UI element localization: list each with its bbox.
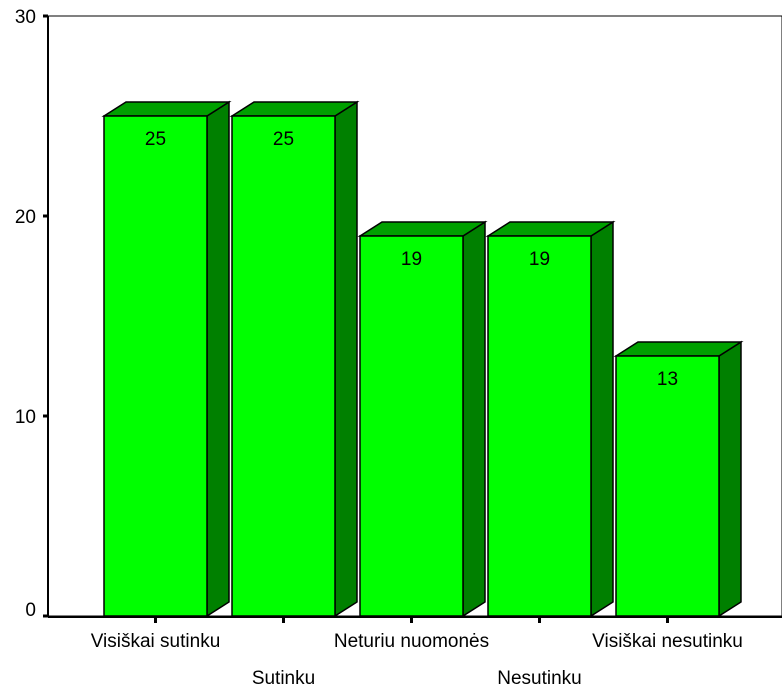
data-label: 19 (401, 249, 422, 270)
x-tick-label: Nesutinku (497, 668, 582, 686)
bar-front-face (359, 235, 464, 617)
x-ticks: Visiškai sutinku Sutinku Neturiu nuomonės N… (91, 617, 743, 686)
bar-4 (485, 220, 616, 618)
data-label: 13 (657, 369, 678, 390)
bar-1 (101, 100, 232, 618)
bar-top-face (613, 341, 744, 357)
data-labels: 25 25 19 19 13 (145, 129, 678, 390)
x-tick-label: Sutinku (252, 668, 315, 686)
y-tick-label: 30 (15, 7, 36, 28)
bar-front-face (615, 355, 720, 617)
bar-side-face (334, 100, 358, 618)
bar-side-face (462, 220, 486, 618)
x-tick-label: Visiškai nesutinku (592, 631, 743, 652)
axes-layer (47, 15, 782, 618)
x-tick-label: Visiškai sutinku (91, 631, 221, 652)
bar-front-face (487, 235, 592, 617)
bar-front-face (103, 115, 208, 617)
bar-side-face (206, 100, 230, 618)
bar-5 (613, 340, 744, 618)
bar-top-face (101, 101, 232, 117)
bar-top-face (485, 221, 616, 237)
bar-top-face (357, 221, 488, 237)
y-tick-label: 0 (25, 600, 36, 621)
data-label: 19 (529, 249, 550, 270)
bar-2 (229, 100, 360, 618)
y-ticks: 0 10 20 30 (15, 7, 48, 621)
bars-layer (101, 100, 744, 618)
y-tick-label: 20 (15, 207, 36, 228)
bar-side-face (590, 220, 614, 618)
data-label: 25 (273, 129, 294, 150)
x-tick-label: Neturiu nuomonės (334, 631, 489, 652)
y-tick-label: 10 (15, 407, 36, 428)
bar-front-face (231, 115, 336, 617)
data-label: 25 (145, 129, 166, 150)
bar-top-face (229, 101, 360, 117)
bar-side-face (718, 340, 742, 618)
bar-3 (357, 220, 488, 618)
